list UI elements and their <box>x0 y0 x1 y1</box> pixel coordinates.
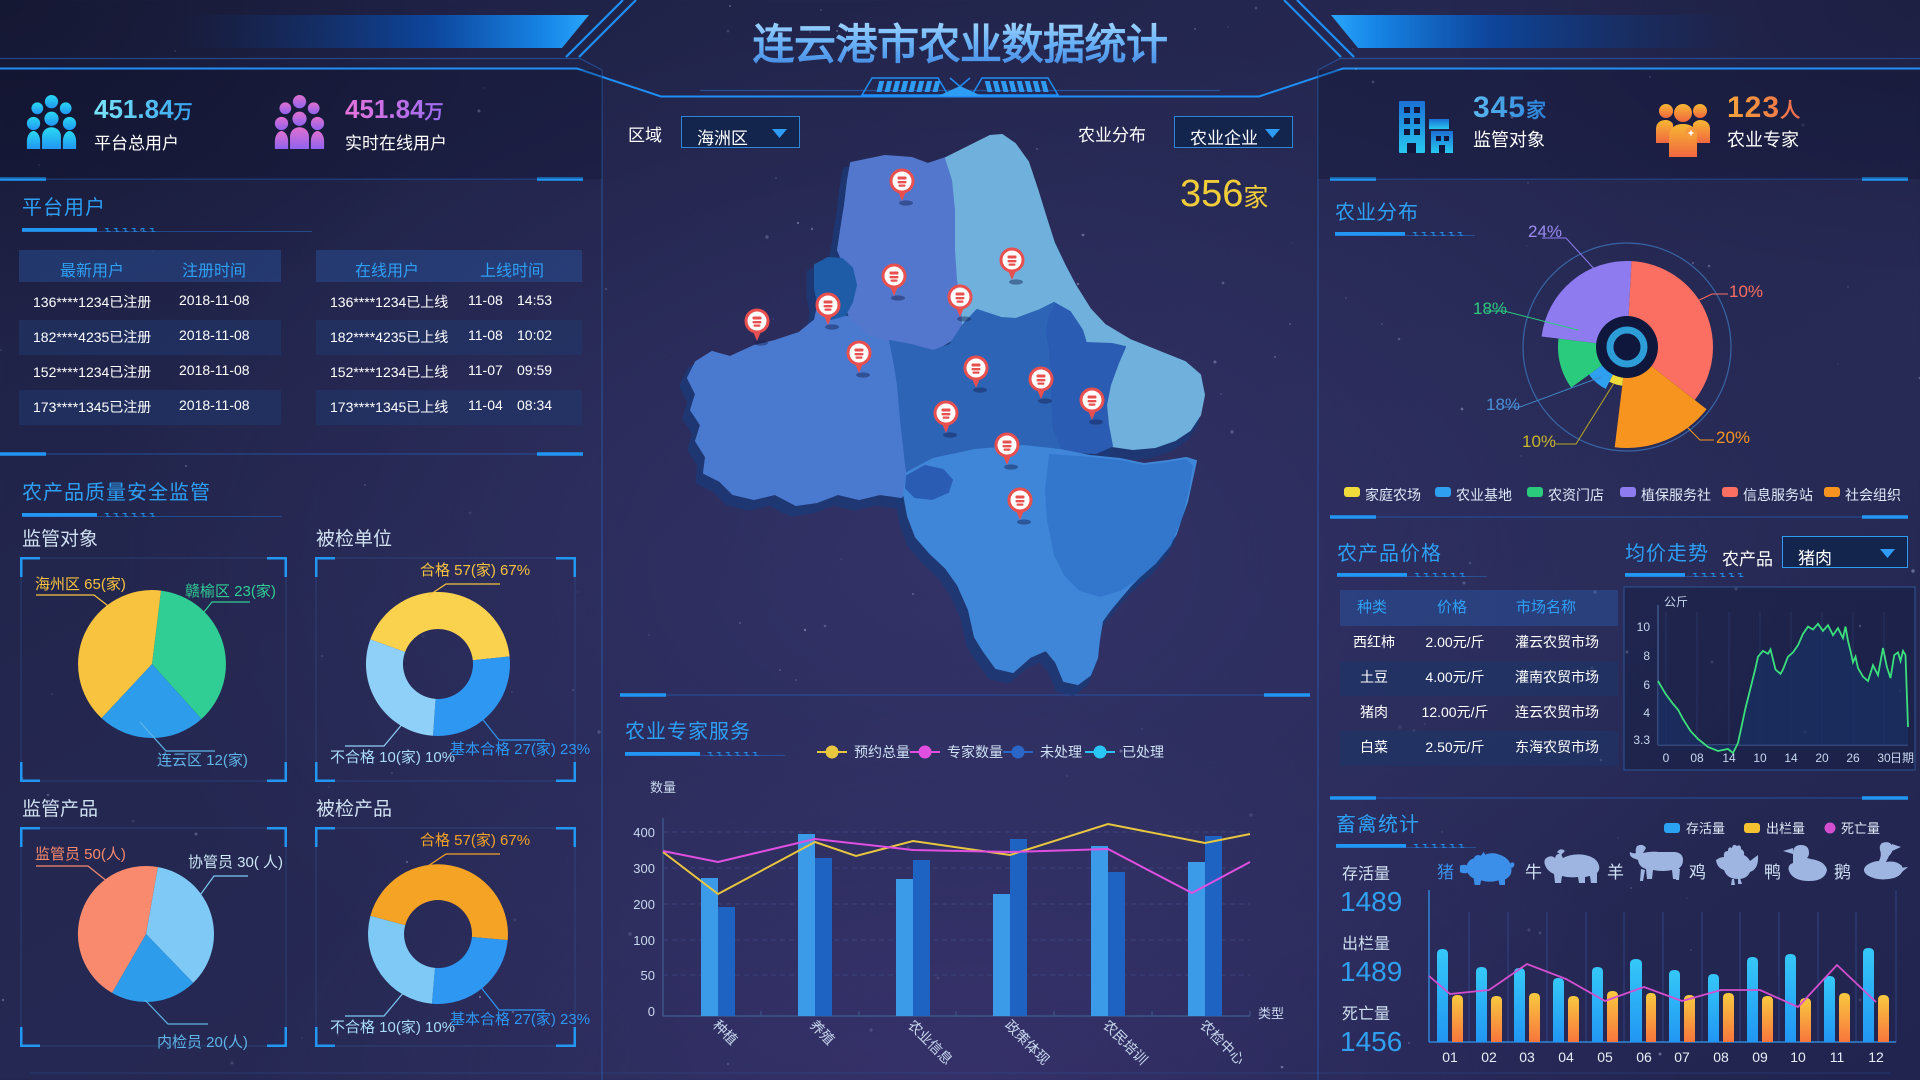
svg-text:10: 10 <box>1790 1049 1806 1065</box>
svg-text:预约总量: 预约总量 <box>854 744 910 760</box>
svg-text:05: 05 <box>1597 1049 1613 1065</box>
svg-text:3.3: 3.3 <box>1633 733 1650 747</box>
svg-text:政策体现: 政策体现 <box>1002 1017 1053 1068</box>
svg-text:14: 14 <box>1784 751 1798 765</box>
svg-text:07: 07 <box>1674 1049 1690 1065</box>
svg-text:08: 08 <box>1713 1049 1729 1065</box>
svg-text:50: 50 <box>641 968 655 983</box>
svg-text:农检中心: 农检中心 <box>1197 1017 1248 1068</box>
svg-text:类型: 类型 <box>1258 1006 1284 1021</box>
svg-text:数量: 数量 <box>650 780 676 795</box>
svg-text:农业信息: 农业信息 <box>905 1017 956 1068</box>
svg-text:农民培训: 农民培训 <box>1100 1017 1151 1068</box>
svg-text:14: 14 <box>1722 751 1736 765</box>
svg-text:10: 10 <box>1753 751 1767 765</box>
svg-text:已处理: 已处理 <box>1122 744 1164 760</box>
svg-text:公斤: 公斤 <box>1664 595 1688 609</box>
svg-text:26: 26 <box>1846 751 1860 765</box>
svg-text:12: 12 <box>1868 1049 1884 1065</box>
svg-text:6: 6 <box>1643 678 1650 692</box>
svg-text:30: 30 <box>1877 751 1891 765</box>
svg-text:日期: 日期 <box>1890 751 1914 765</box>
svg-text:0: 0 <box>1663 751 1670 765</box>
svg-text:0: 0 <box>648 1004 655 1019</box>
svg-text:10: 10 <box>1637 620 1651 634</box>
svg-text:未处理: 未处理 <box>1040 744 1082 760</box>
svg-text:存活量: 存活量 <box>1686 821 1725 836</box>
svg-text:01: 01 <box>1442 1049 1458 1065</box>
svg-text:养殖: 养殖 <box>807 1017 838 1048</box>
svg-text:03: 03 <box>1519 1049 1535 1065</box>
svg-text:100: 100 <box>633 933 655 948</box>
svg-text:11: 11 <box>1830 1049 1845 1065</box>
svg-text:出栏量: 出栏量 <box>1766 821 1805 836</box>
svg-text:300: 300 <box>633 861 655 876</box>
svg-text:04: 04 <box>1558 1049 1574 1065</box>
svg-text:09: 09 <box>1752 1049 1768 1065</box>
svg-text:08: 08 <box>1690 751 1704 765</box>
svg-text:4: 4 <box>1643 706 1650 720</box>
svg-text:200: 200 <box>633 897 655 912</box>
svg-text:死亡量: 死亡量 <box>1841 821 1880 836</box>
svg-text:种植: 种植 <box>710 1017 741 1048</box>
svg-text:06: 06 <box>1636 1049 1652 1065</box>
svg-text:8: 8 <box>1643 649 1650 663</box>
svg-text:专家数量: 专家数量 <box>947 744 1003 760</box>
svg-text:400: 400 <box>633 825 655 840</box>
svg-text:02: 02 <box>1481 1049 1497 1065</box>
svg-text:20: 20 <box>1815 751 1829 765</box>
